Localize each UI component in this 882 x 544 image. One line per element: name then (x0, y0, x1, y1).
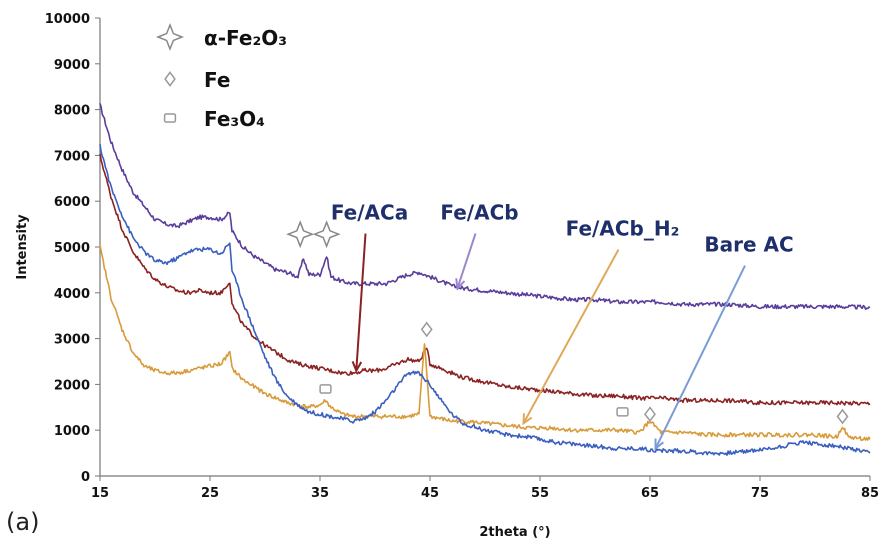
x-tick-label: 15 (91, 486, 109, 501)
series-line-fe-aca (99, 153, 871, 406)
annotation-arrowhead (455, 278, 466, 291)
peak-marker-diamond (420, 321, 433, 338)
legend-marker-four-point-star (155, 22, 185, 52)
peak-marker-square (616, 407, 629, 417)
y-tick-label: 8000 (54, 104, 90, 119)
legend-label: Fe (204, 68, 230, 92)
y-axis-label: Intensity (15, 214, 30, 280)
legend: α-Fe₂O₃ Fe Fe₃O₄ (155, 22, 287, 131)
y-tick-label: 5000 (54, 241, 90, 256)
panel-label: (a) (6, 508, 40, 536)
axes: 0 1000 2000 3000 4000 5000 6000 7000 8000 9000 100… (15, 12, 879, 540)
y-tick-label: 1000 (54, 424, 90, 439)
series-lines (99, 103, 871, 456)
y-tick-label: 10000 (45, 12, 90, 27)
legend-label: Fe₃O₄ (204, 107, 265, 131)
y-tick-label: 6000 (54, 195, 90, 210)
series-line-fe-acb (99, 103, 871, 310)
annotation-arrow (456, 233, 477, 289)
annotation-arrowhead (654, 438, 664, 451)
peak-marker-square (319, 384, 332, 394)
y-tick-label: 4000 (54, 287, 90, 302)
x-tick-label: 55 (531, 486, 549, 501)
annotation-arrowhead (351, 361, 363, 373)
annotation-label-bare-ac: Bare AC (704, 233, 793, 257)
peak-marker-four-point-star (286, 220, 315, 249)
annotation-arrow (654, 265, 746, 449)
x-tick-label: 45 (421, 486, 439, 501)
x-tick-label: 65 (641, 486, 659, 501)
legend-marker-diamond (164, 71, 176, 87)
annotation-arrow (522, 249, 620, 424)
y-tick-label: 7000 (54, 149, 90, 164)
y-tick-label: 3000 (54, 333, 90, 348)
annotation-label-fe-aca: Fe/ACa (331, 201, 408, 225)
peak-marker-diamond (836, 408, 849, 425)
legend-marker-square (163, 113, 177, 123)
peak-markers (286, 220, 849, 425)
x-axis-label: 2theta (°) (479, 525, 550, 540)
series-line-fe-acb-h- (99, 245, 871, 442)
series-annotations: Fe/ACa Fe/ACb Fe/ACb_H₂ Bare AC (331, 201, 794, 451)
annotation-label-fe-acb: Fe/ACb (440, 201, 518, 225)
annotation-label-fe-acb-h-: Fe/ACb_H₂ (566, 217, 680, 241)
x-tick-label: 25 (201, 486, 219, 501)
legend-label: α-Fe₂O₃ (204, 26, 287, 50)
x-tick-label: 75 (751, 486, 769, 501)
annotation-arrowhead (522, 413, 533, 426)
annotation-arrow (355, 233, 367, 371)
peak-marker-four-point-star (312, 220, 341, 249)
x-tick-label: 35 (311, 486, 329, 501)
y-tick-label: 2000 (54, 378, 90, 393)
x-tick-label: 85 (861, 486, 879, 501)
series-line-bare-ac (99, 144, 871, 456)
peak-marker-diamond (644, 406, 656, 423)
y-tick-label: 0 (81, 470, 90, 485)
y-tick-label: 9000 (54, 58, 90, 73)
